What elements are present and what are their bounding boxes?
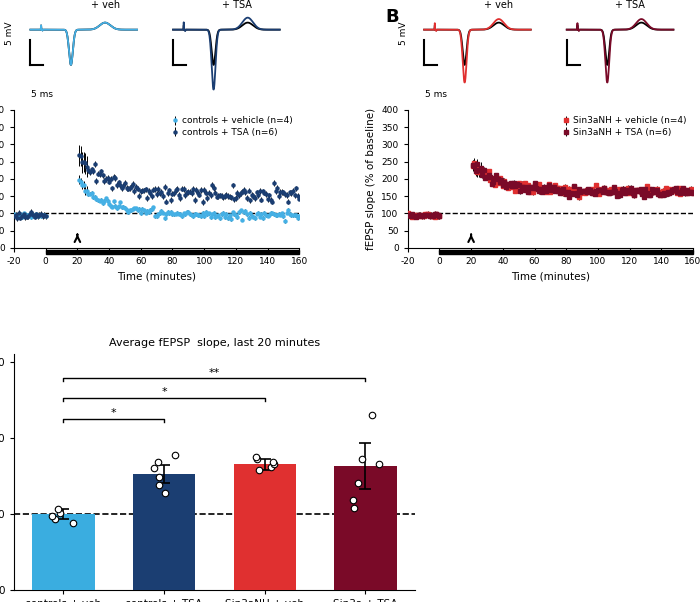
Bar xyxy=(335,466,397,590)
Point xyxy=(153,473,164,482)
Point xyxy=(148,464,160,473)
Bar xyxy=(234,464,296,590)
Point xyxy=(348,503,359,512)
Title: Average fEPSP  slope, last 20 minutes: Average fEPSP slope, last 20 minutes xyxy=(109,338,320,348)
Text: control
+ TSA: control + TSA xyxy=(220,0,253,10)
Bar xyxy=(440,250,693,254)
Text: B: B xyxy=(385,8,398,26)
Point xyxy=(46,511,57,521)
Text: Sin3aNH
+ veh: Sin3aNH + veh xyxy=(478,0,520,10)
Point xyxy=(52,504,63,514)
Text: 5 mV: 5 mV xyxy=(399,22,407,45)
Point xyxy=(356,455,368,464)
Point xyxy=(373,459,384,469)
Legend: controls + vehicle (n=4), controls + TSA (n=6): controls + vehicle (n=4), controls + TSA… xyxy=(171,114,295,139)
Point xyxy=(352,479,363,488)
Bar xyxy=(133,474,195,590)
Point xyxy=(269,459,280,469)
Bar xyxy=(32,514,94,590)
Point xyxy=(265,462,276,471)
Text: *: * xyxy=(161,388,167,397)
Point xyxy=(169,450,181,459)
Point xyxy=(251,455,262,464)
Text: 5 mV: 5 mV xyxy=(5,22,14,45)
Point xyxy=(54,508,65,518)
Point xyxy=(348,495,359,505)
Point xyxy=(253,465,264,474)
Point xyxy=(160,488,171,497)
X-axis label: Time (minutes): Time (minutes) xyxy=(117,272,196,282)
Point xyxy=(152,458,163,467)
Bar xyxy=(46,250,300,254)
Text: *: * xyxy=(111,408,117,418)
Point xyxy=(267,458,279,467)
Point xyxy=(251,452,262,462)
Text: 5 ms: 5 ms xyxy=(31,90,53,99)
Y-axis label: fEPSP slope (% of baseline): fEPSP slope (% of baseline) xyxy=(366,108,376,250)
Text: control
+ veh: control + veh xyxy=(88,0,122,10)
Point xyxy=(67,518,78,528)
Point xyxy=(153,480,164,490)
Point xyxy=(50,514,61,524)
Text: Sin3aNH
+ TSA: Sin3aNH + TSA xyxy=(609,0,651,10)
X-axis label: Time (minutes): Time (minutes) xyxy=(511,272,590,282)
Point xyxy=(367,410,378,420)
Legend: Sin3aNH + vehicle (n=4), Sin3aNH + TSA (n=6): Sin3aNH + vehicle (n=4), Sin3aNH + TSA (… xyxy=(561,114,689,139)
Text: 5 ms: 5 ms xyxy=(425,90,447,99)
Text: **: ** xyxy=(209,368,220,377)
